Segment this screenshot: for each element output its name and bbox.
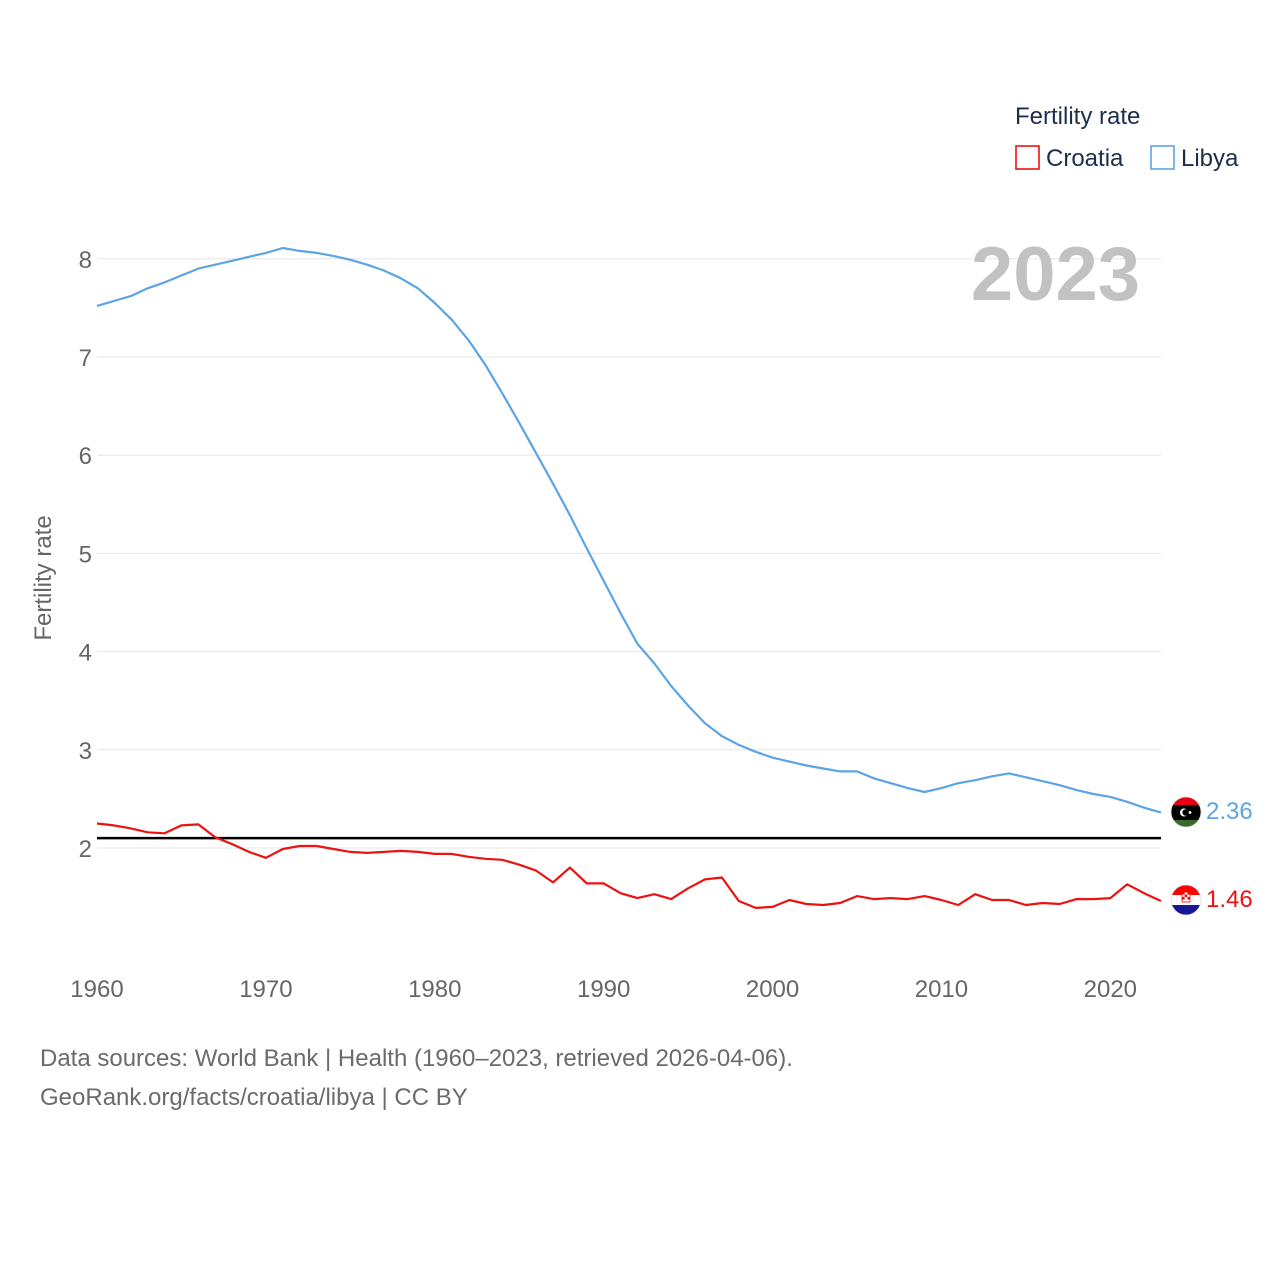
y-axis-ticks: 2 3 4 5 6 7 8 [79,247,92,863]
libya-end-value: 2.36 [1206,798,1253,825]
croatia-flag-border [1170,884,1202,916]
y-tick-label-2: 2 [79,836,92,863]
legend: Fertility rate Croatia Libya [1015,103,1239,172]
legend-title: Fertility rate [1015,103,1140,130]
y-tick-label-6: 6 [79,443,92,470]
libya-series-line[interactable] [96,246,1162,814]
x-tick-label-1990: 1990 [577,976,630,1003]
source-citation: Data sources: World Bank | Health (1960–… [40,1045,793,1072]
gridlines [97,258,1161,849]
legend-swatch-croatia[interactable] [1015,145,1040,170]
source-url-license: GeoRank.org/facts/croatia/libya | CC BY [40,1084,468,1111]
legend-swatch-libya[interactable] [1150,145,1175,170]
x-tick-label-2020: 2020 [1084,976,1137,1003]
y-tick-label-4: 4 [79,640,92,667]
y-tick-label-7: 7 [79,345,92,372]
x-tick-label-2010: 2010 [915,976,968,1003]
x-tick-label-1970: 1970 [239,976,292,1003]
x-axis-ticks: 1960 1970 1980 1990 2000 2010 2020 [70,976,1137,1003]
y-tick-label-3: 3 [79,738,92,765]
x-tick-label-2000: 2000 [746,976,799,1003]
libya-flag-icon [1171,797,1201,827]
croatia-flag-icon [1171,885,1201,915]
croatia-series-line[interactable] [96,822,1162,909]
year-watermark: 2023 [971,232,1140,317]
x-tick-label-1980: 1980 [408,976,461,1003]
x-tick-label-1960: 1960 [70,976,123,1003]
y-axis-label: Fertility rate [30,515,57,640]
y-tick-label-8: 8 [79,247,92,274]
croatia-end-value: 1.46 [1206,886,1253,913]
libya-flag-border [1170,796,1202,828]
legend-label-libya[interactable]: Libya [1181,145,1239,172]
legend-label-croatia[interactable]: Croatia [1046,145,1124,172]
y-tick-label-5: 5 [79,541,92,568]
